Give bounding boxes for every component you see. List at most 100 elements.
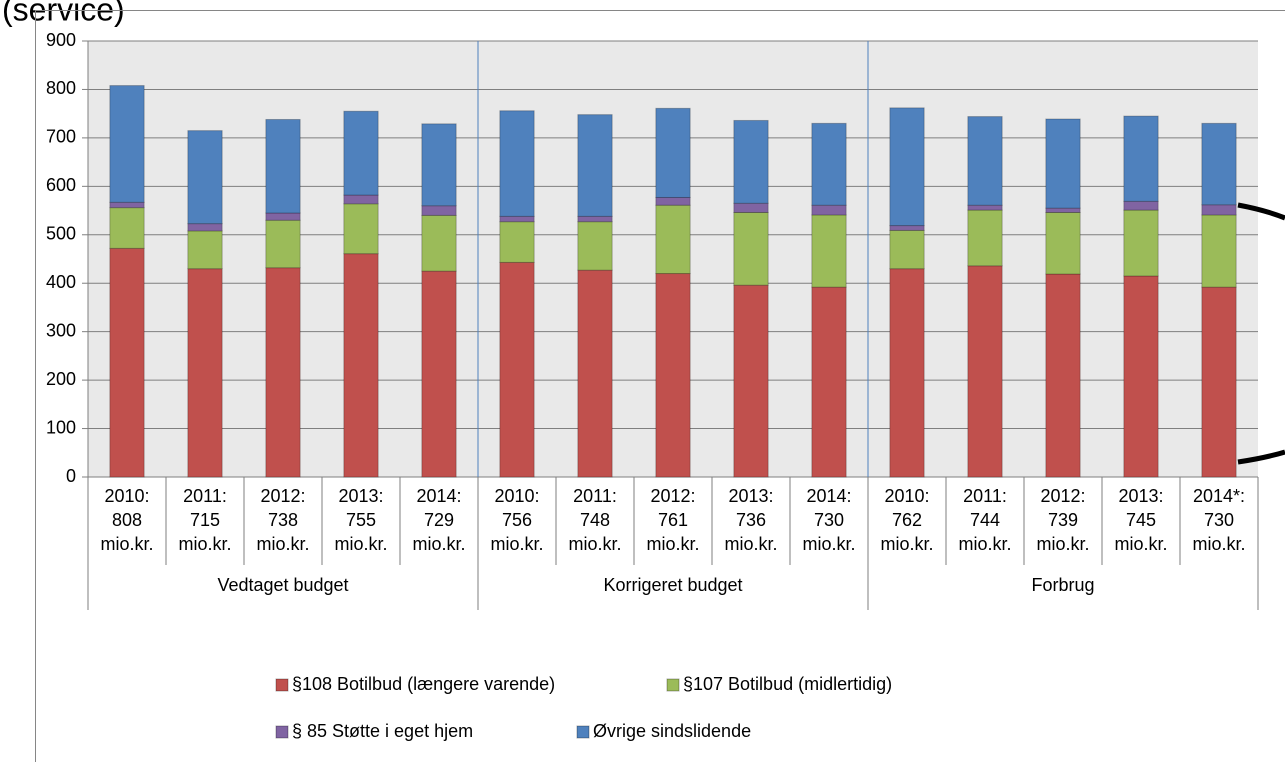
- bar-segment: [265, 267, 301, 478]
- x-tick-label: 2010:: [884, 486, 929, 506]
- x-tick-label: 730: [814, 510, 844, 530]
- bar-segment: [421, 270, 457, 478]
- x-tick-label: 2014:: [416, 486, 461, 506]
- bar-segment: [421, 123, 457, 207]
- bar-segment: [577, 215, 613, 223]
- x-tick-label: mio.kr.: [802, 534, 855, 554]
- bar-segment: [967, 116, 1003, 206]
- y-tick-label: 600: [46, 175, 76, 195]
- bar-segment: [733, 211, 769, 286]
- x-tick-label: mio.kr.: [724, 534, 777, 554]
- x-tick-label: 2014*:: [1193, 486, 1245, 506]
- bar-segment: [967, 209, 1003, 267]
- bar-segment: [187, 268, 223, 478]
- x-tick-label: 762: [892, 510, 922, 530]
- group-label: Vedtaget budget: [217, 575, 348, 595]
- legend-label: § 85 Støtte i eget hjem: [292, 721, 473, 741]
- bar-segment: [343, 194, 379, 205]
- x-tick-label: 2013:: [1118, 486, 1163, 506]
- bar-segment: [811, 122, 847, 206]
- legend-label: §108 Botilbud (længere varende): [292, 674, 555, 694]
- chart-border: [35, 10, 1285, 762]
- x-tick-label: 2012:: [650, 486, 695, 506]
- x-tick-label: mio.kr.: [958, 534, 1011, 554]
- bar-segment: [499, 215, 535, 223]
- bar-segment: [265, 118, 301, 214]
- bar-segment: [889, 107, 925, 227]
- x-tick-label: 748: [580, 510, 610, 530]
- bar-segment: [109, 201, 145, 209]
- y-tick-label: 300: [46, 320, 76, 340]
- x-tick-label: 808: [112, 510, 142, 530]
- x-tick-label: 2011:: [183, 486, 227, 506]
- bar-segment: [499, 221, 535, 263]
- x-tick-label: 744: [970, 510, 1000, 530]
- bar-segment: [655, 107, 691, 198]
- bar-segment: [187, 223, 223, 232]
- bar-segment: [655, 273, 691, 478]
- bar-segment: [1201, 122, 1237, 206]
- x-tick-label: mio.kr.: [646, 534, 699, 554]
- bar-segment: [265, 219, 301, 269]
- y-tick-label: 700: [46, 127, 76, 147]
- x-tick-label: 2012:: [1040, 486, 1085, 506]
- bar-segment: [811, 204, 847, 216]
- bar-segment: [343, 253, 379, 478]
- bar-segment: [1123, 275, 1159, 478]
- x-tick-label: 2012:: [260, 486, 305, 506]
- y-tick-label: 200: [46, 369, 76, 389]
- x-tick-label: mio.kr.: [334, 534, 387, 554]
- x-tick-label: 736: [736, 510, 766, 530]
- x-tick-label: mio.kr.: [1192, 534, 1245, 554]
- x-tick-label: mio.kr.: [568, 534, 621, 554]
- bar-segment: [655, 204, 691, 275]
- x-tick-label: mio.kr.: [1114, 534, 1167, 554]
- y-tick-label: 100: [46, 417, 76, 437]
- bar-segment: [1045, 207, 1081, 213]
- bar-segment: [1201, 204, 1237, 216]
- bar-segment: [889, 229, 925, 270]
- bar-segment: [265, 212, 301, 221]
- group-label: Korrigeret budget: [603, 575, 742, 595]
- bar-segment: [1201, 214, 1237, 288]
- legend-swatch: [576, 725, 590, 739]
- x-tick-label: mio.kr.: [256, 534, 309, 554]
- bar-segment: [187, 130, 223, 225]
- bar-segment: [1123, 115, 1159, 202]
- bar-segment: [1045, 273, 1081, 478]
- bar-segment: [967, 265, 1003, 478]
- y-tick-label: 400: [46, 272, 76, 292]
- x-tick-label: 2013:: [338, 486, 383, 506]
- bar-segment: [811, 286, 847, 478]
- bar-segment: [109, 247, 145, 478]
- chart-title: (service): [2, 0, 125, 27]
- group-label: Forbrug: [1031, 575, 1094, 595]
- x-tick-label: mio.kr.: [178, 534, 231, 554]
- x-tick-label: 730: [1204, 510, 1234, 530]
- x-tick-label: mio.kr.: [412, 534, 465, 554]
- bar-segment: [1123, 200, 1159, 211]
- bar-segment: [343, 110, 379, 196]
- bar-segment: [109, 85, 145, 203]
- x-tick-label: 2013:: [728, 486, 773, 506]
- bar-segment: [1045, 211, 1081, 275]
- legend-swatch: [275, 725, 289, 739]
- bar-segment: [109, 207, 145, 249]
- x-tick-label: 2010:: [494, 486, 539, 506]
- legend-swatch: [666, 678, 680, 692]
- x-tick-label: mio.kr.: [1036, 534, 1089, 554]
- bar-segment: [421, 205, 457, 216]
- bar-segment: [655, 196, 691, 206]
- bar-segment: [967, 204, 1003, 211]
- x-tick-label: 2014:: [806, 486, 851, 506]
- x-tick-label: 745: [1126, 510, 1156, 530]
- bar-segment: [577, 269, 613, 478]
- bar-segment: [343, 203, 379, 255]
- x-tick-label: 729: [424, 510, 454, 530]
- x-tick-label: mio.kr.: [490, 534, 543, 554]
- y-tick-label: 0: [66, 466, 76, 486]
- bar-segment: [733, 202, 769, 213]
- bracket-mark: [1237, 202, 1285, 221]
- x-tick-label: 755: [346, 510, 376, 530]
